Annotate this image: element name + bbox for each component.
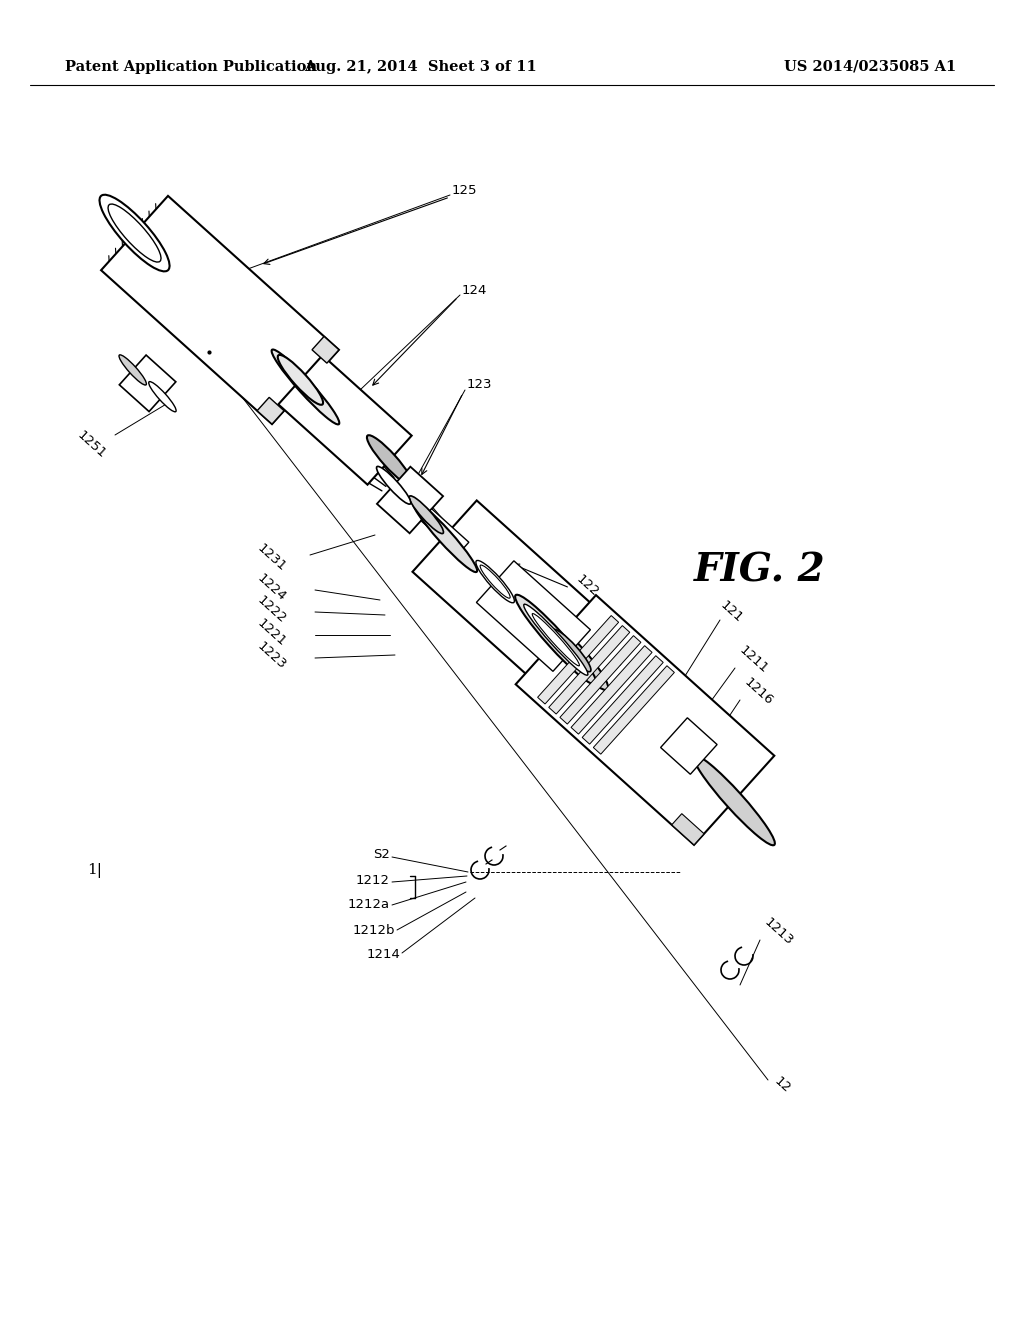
Ellipse shape bbox=[412, 500, 477, 572]
Polygon shape bbox=[660, 718, 717, 775]
Ellipse shape bbox=[99, 195, 170, 272]
Polygon shape bbox=[257, 397, 284, 424]
Text: 1222: 1222 bbox=[255, 594, 289, 626]
Text: 1223: 1223 bbox=[255, 640, 289, 672]
Polygon shape bbox=[312, 337, 339, 363]
Polygon shape bbox=[101, 195, 339, 424]
Text: 1216: 1216 bbox=[742, 676, 776, 708]
Ellipse shape bbox=[119, 355, 146, 385]
Polygon shape bbox=[672, 813, 705, 845]
Text: 1231: 1231 bbox=[255, 541, 289, 574]
Text: 1212b: 1212b bbox=[352, 924, 395, 936]
Text: 1221: 1221 bbox=[255, 616, 289, 649]
Text: FIG. 2: FIG. 2 bbox=[694, 550, 825, 589]
Text: S2: S2 bbox=[373, 849, 390, 862]
Ellipse shape bbox=[523, 605, 588, 676]
Ellipse shape bbox=[377, 466, 411, 504]
Polygon shape bbox=[560, 636, 641, 725]
Text: 121: 121 bbox=[718, 599, 745, 626]
Text: 1212a: 1212a bbox=[348, 899, 390, 912]
Text: Aug. 21, 2014  Sheet 3 of 11: Aug. 21, 2014 Sheet 3 of 11 bbox=[304, 59, 537, 74]
Ellipse shape bbox=[515, 595, 597, 685]
Text: 1214: 1214 bbox=[367, 949, 400, 961]
Polygon shape bbox=[549, 626, 630, 714]
Text: 12: 12 bbox=[772, 1074, 794, 1096]
Text: 124: 124 bbox=[462, 284, 487, 297]
Text: 123: 123 bbox=[467, 378, 493, 391]
Polygon shape bbox=[421, 508, 469, 554]
Ellipse shape bbox=[271, 350, 339, 425]
Ellipse shape bbox=[543, 618, 608, 690]
Text: Patent Application Publication: Patent Application Publication bbox=[65, 59, 317, 74]
Polygon shape bbox=[538, 615, 618, 704]
Ellipse shape bbox=[109, 205, 161, 263]
Ellipse shape bbox=[148, 381, 176, 412]
Polygon shape bbox=[516, 595, 774, 845]
Ellipse shape bbox=[552, 630, 591, 672]
Ellipse shape bbox=[367, 436, 413, 486]
Ellipse shape bbox=[693, 755, 775, 845]
Ellipse shape bbox=[278, 355, 324, 405]
Polygon shape bbox=[583, 656, 664, 744]
Text: 1211: 1211 bbox=[737, 644, 771, 676]
Text: 125: 125 bbox=[452, 183, 477, 197]
Polygon shape bbox=[476, 561, 591, 672]
Text: 1251: 1251 bbox=[75, 429, 109, 461]
Text: 122: 122 bbox=[574, 573, 602, 599]
Polygon shape bbox=[593, 665, 675, 754]
Ellipse shape bbox=[480, 565, 510, 598]
Text: US 2014/0235085 A1: US 2014/0235085 A1 bbox=[784, 59, 956, 74]
Polygon shape bbox=[413, 500, 607, 689]
Text: 1|: 1| bbox=[87, 862, 102, 878]
Ellipse shape bbox=[476, 561, 514, 603]
Text: 1224: 1224 bbox=[255, 572, 289, 605]
Polygon shape bbox=[377, 467, 443, 533]
Polygon shape bbox=[571, 645, 652, 734]
Text: 1212: 1212 bbox=[356, 874, 390, 887]
Text: 1213: 1213 bbox=[762, 916, 796, 948]
Polygon shape bbox=[279, 355, 412, 484]
Polygon shape bbox=[120, 355, 176, 412]
Ellipse shape bbox=[410, 496, 443, 533]
Ellipse shape bbox=[532, 614, 580, 665]
